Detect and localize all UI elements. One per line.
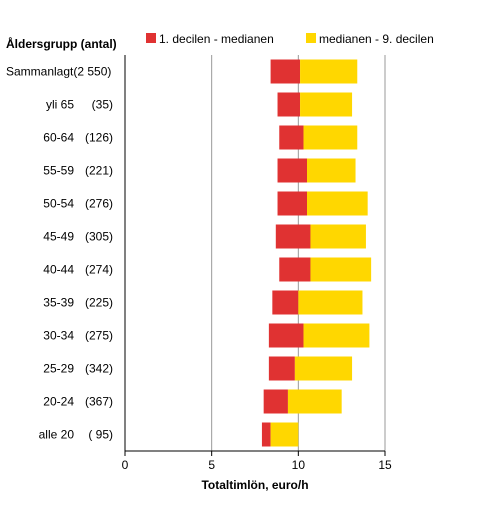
- bar-series-1: [277, 158, 307, 183]
- bar-series-1: [277, 92, 301, 117]
- row-group: alle 20: [39, 428, 75, 442]
- row-group: 45-49: [43, 230, 74, 244]
- row-group: 20-24: [43, 395, 74, 409]
- bar-series-1: [279, 125, 304, 150]
- x-tick-label: 10: [292, 458, 306, 472]
- row-count: ( 95): [88, 428, 113, 442]
- bar-series-1: [268, 356, 295, 381]
- row-count: (305): [85, 230, 113, 244]
- legend-label-series-1: 1. decilen - medianen: [159, 32, 274, 46]
- row-count: (221): [85, 164, 113, 178]
- bar-series-2: [270, 422, 299, 447]
- legend-swatch-series-1: [146, 33, 156, 43]
- row-count: (342): [85, 362, 113, 376]
- x-axis-title: Totaltimlön, euro/h: [201, 478, 308, 492]
- row-count: (225): [85, 296, 113, 310]
- bars: [261, 59, 372, 447]
- bar-series-1: [275, 224, 311, 249]
- row-count: (126): [85, 131, 113, 145]
- bar-series-2: [287, 389, 342, 414]
- legend: 1. decilen - medianen medianen - 9. deci…: [146, 32, 434, 46]
- row-count: (276): [85, 197, 113, 211]
- row-label-total: Sammanlagt(2 550): [6, 65, 111, 79]
- bar-series-1: [272, 290, 299, 315]
- row-count: (35): [92, 98, 113, 112]
- row-count: (275): [85, 329, 113, 343]
- bar-series-1: [270, 59, 301, 84]
- row-group: 60-64: [43, 131, 74, 145]
- row-header: Åldersgrupp (antal): [6, 36, 117, 51]
- bar-series-2: [307, 158, 356, 183]
- x-tick-label: 5: [208, 458, 215, 472]
- row-count: (367): [85, 395, 113, 409]
- bar-series-2: [310, 224, 366, 249]
- bar-series-2: [294, 356, 353, 381]
- x-tick-label: 15: [378, 458, 392, 472]
- bar-series-2: [303, 323, 370, 348]
- bar-series-1: [268, 323, 304, 348]
- legend-label-series-2: medianen - 9. decilen: [319, 32, 434, 46]
- legend-swatch-series-2: [306, 33, 316, 43]
- row-group: 30-34: [43, 329, 74, 343]
- bar-series-1: [277, 191, 307, 216]
- bar-series-2: [300, 92, 353, 117]
- row-count: (274): [85, 263, 113, 277]
- row-group: 35-39: [43, 296, 74, 310]
- row-group: 55-59: [43, 164, 74, 178]
- row-group: Sammanlagt: [6, 65, 74, 79]
- row-group: 25-29: [43, 362, 74, 376]
- row-group: 40-44: [43, 263, 74, 277]
- x-ticks: 0 5 10 15: [122, 451, 392, 472]
- row-count: (2 550): [73, 65, 111, 79]
- bar-series-2: [300, 59, 358, 84]
- row-labels: Sammanlagt(2 550) yli 65 (35) 60-64 (126) 55-…: [6, 65, 113, 442]
- row-group: yli 65: [46, 98, 74, 112]
- grid-lines: [211, 55, 386, 451]
- bar-series-2: [303, 125, 358, 150]
- row-group: 50-54: [43, 197, 74, 211]
- bar-series-2: [298, 290, 363, 315]
- bar-series-1: [279, 257, 311, 282]
- x-tick-label: 0: [122, 458, 129, 472]
- bar-series-1: [263, 389, 288, 414]
- bar-series-2: [310, 257, 372, 282]
- bar-series-2: [307, 191, 368, 216]
- bar-series-1: [261, 422, 271, 447]
